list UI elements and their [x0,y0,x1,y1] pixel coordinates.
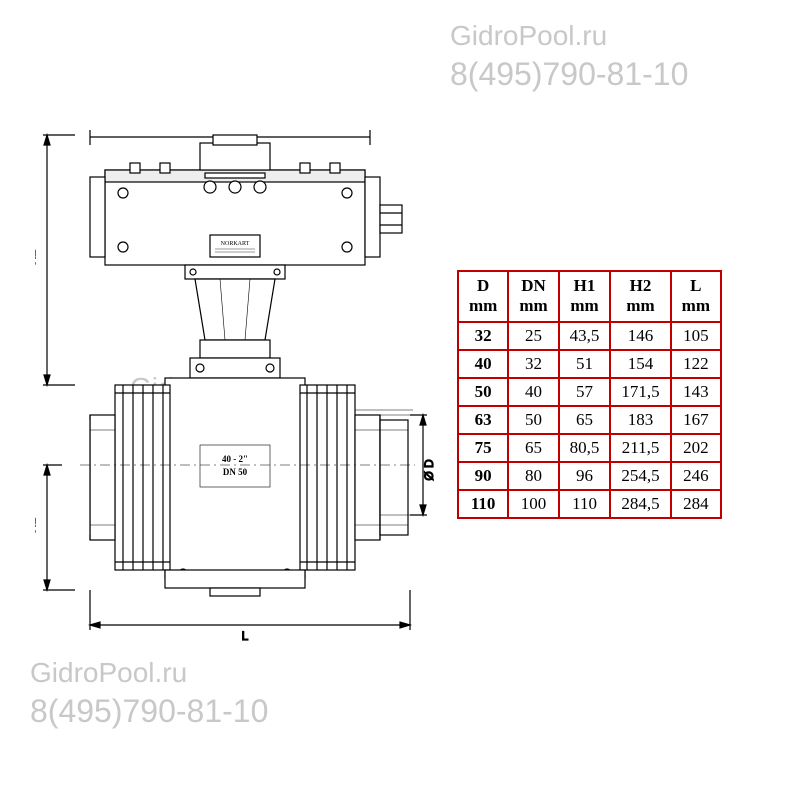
watermark-bottom: GidroPool.ru 8(495)790-81-10 [30,655,268,733]
table-cell: 50 [458,378,508,406]
brand-label: NORKART [221,241,250,247]
table-row: 403251154122 [458,350,721,378]
table-row: 322543,5146105 [458,322,721,350]
dim-d-label: Ø D [422,459,435,481]
table-row: 908096254,5246 [458,462,721,490]
dim-l-label: L [242,629,249,643]
table-cell: 96 [559,462,611,490]
dim-h1-label: H1 [35,517,38,533]
watermark-site: GidroPool.ru [30,655,268,691]
col-l: Lmm [671,271,721,322]
table-cell: 75 [458,434,508,462]
table-row: 635065183167 [458,406,721,434]
table-cell: 211,5 [610,434,670,462]
table-cell: 284 [671,490,721,518]
table-row: 110100110284,5284 [458,490,721,518]
table-cell: 32 [458,322,508,350]
valve-diagram: H2 H1 L Ø D [35,115,435,645]
table-cell: 146 [610,322,670,350]
table-cell: 122 [671,350,721,378]
table-row: 504057171,5143 [458,378,721,406]
body-text-line2: DN 50 [223,467,248,477]
table-cell: 110 [559,490,611,518]
table-cell: 183 [610,406,670,434]
union-nut-right [300,385,355,570]
table-cell: 143 [671,378,721,406]
table-cell: 65 [559,406,611,434]
table-cell: 40 [508,378,558,406]
table-cell: 167 [671,406,721,434]
watermark-phone: 8(495)790-81-10 [30,691,268,733]
table-cell: 32 [508,350,558,378]
col-dn: DNmm [508,271,558,322]
table-cell: 80,5 [559,434,611,462]
table-cell: 110 [458,490,508,518]
table-cell: 90 [458,462,508,490]
table-cell: 202 [671,434,721,462]
mounting-bracket [185,265,285,358]
table-cell: 171,5 [610,378,670,406]
table-cell: 50 [508,406,558,434]
table-cell: 254,5 [610,462,670,490]
table-cell: 80 [508,462,558,490]
body-text-line1: 40 - 2" [222,454,248,464]
table-cell: 43,5 [559,322,611,350]
dim-h2-label: H2 [35,249,38,265]
valve-body: 40 - 2" DN 50 [62,358,423,596]
table-header-row: Dmm DNmm H1mm H2mm Lmm [458,271,721,322]
actuator-block: NORKART [90,135,402,265]
table-cell: 40 [458,350,508,378]
table-cell: 284,5 [610,490,670,518]
watermark-site: GidroPool.ru [450,18,688,54]
col-d: Dmm [458,271,508,322]
table-cell: 63 [458,406,508,434]
table-cell: 154 [610,350,670,378]
table-row: 756580,5211,5202 [458,434,721,462]
table-cell: 100 [508,490,558,518]
col-h1: H1mm [559,271,611,322]
union-nut-left [115,385,170,570]
table-cell: 51 [559,350,611,378]
col-h2: H2mm [610,271,670,322]
table-cell: 246 [671,462,721,490]
watermark-phone: 8(495)790-81-10 [450,54,688,96]
dimension-table: Dmm DNmm H1mm H2mm Lmm 322543,5146105403… [457,270,722,519]
table-cell: 25 [508,322,558,350]
table-cell: 57 [559,378,611,406]
table-cell: 65 [508,434,558,462]
table-cell: 105 [671,322,721,350]
watermark-top-right: GidroPool.ru 8(495)790-81-10 [450,18,688,96]
